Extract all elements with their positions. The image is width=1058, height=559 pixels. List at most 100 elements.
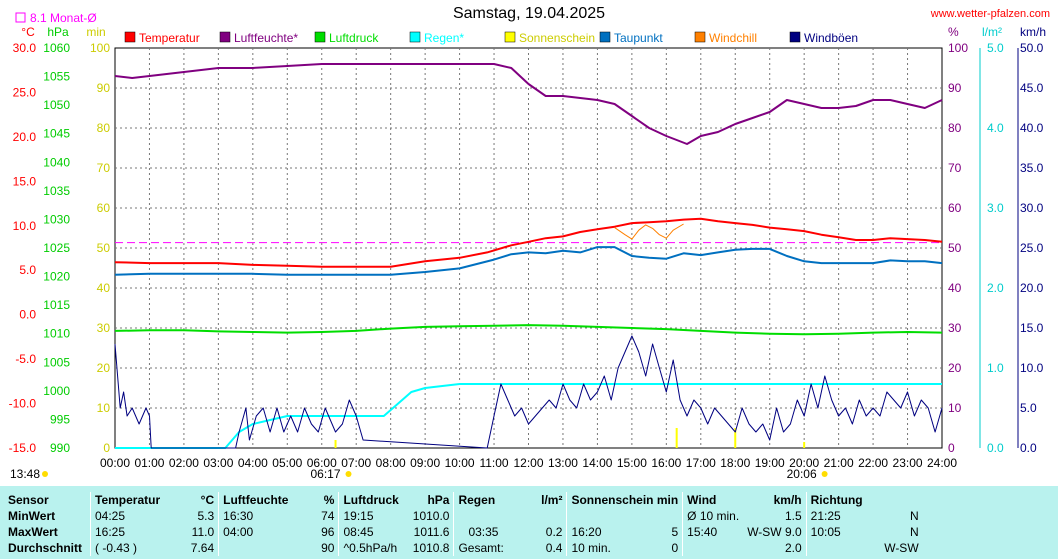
axis-tick-kmh: 40.0 (1020, 121, 1044, 135)
axis-tick-min: 0 (103, 441, 110, 455)
axis-tick-x: 17:00 (686, 456, 716, 470)
rain-value (512, 508, 567, 524)
rain-time: Gesamt: (453, 540, 513, 556)
axis-tick-x: 16:00 (651, 456, 681, 470)
row-label: MaxWert (8, 525, 58, 539)
wind-time: Ø 10 min. (682, 508, 744, 524)
axis-tick-temp: -15.0 (9, 441, 37, 455)
hdr-rain: Regen (453, 492, 513, 508)
axis-tick-x: 13:00 (548, 456, 578, 470)
sunshine-bar (334, 440, 337, 448)
legend-swatch (504, 31, 516, 43)
axis-tick-pct: 70 (948, 161, 962, 175)
sunrise-icon (345, 471, 352, 477)
axis-tick-x: 19:00 (755, 456, 785, 470)
axis-tick-rain: 5.0 (987, 41, 1004, 55)
axis-tick-rain: 3.0 (987, 201, 1004, 215)
press-value: 1011.6 (413, 525, 450, 539)
month-avg-marker (15, 12, 26, 23)
axis-tick-x: 08:00 (376, 456, 406, 470)
legend-label: Regen* (424, 31, 464, 45)
hdr-dir: Richtung (805, 492, 867, 508)
rain-time: 03:35 (453, 524, 513, 540)
series-line-luftdruck (114, 324, 943, 336)
hum-value: 90 (321, 541, 335, 555)
axis-tick-pct: 80 (948, 121, 962, 135)
row-label: Durchschnitt (8, 541, 83, 555)
hum-value: 96 (321, 525, 335, 539)
legend-label: Luftdruck (329, 31, 379, 45)
legend-swatch (789, 31, 801, 43)
legend-label: Windchill (709, 31, 757, 45)
axis-tick-kmh: 5.0 (1020, 401, 1037, 415)
axis-tick-kmh: 50.0 (1020, 41, 1044, 55)
axis-tick-x: 14:00 (582, 456, 612, 470)
press-value: 1010.8 (412, 541, 450, 555)
site-link[interactable]: www.wetter-pfalzen.com (930, 8, 1050, 20)
rain-time (453, 508, 513, 524)
axis-tick-temp: 10.0 (13, 219, 37, 233)
axis-tick-kmh: 15.0 (1020, 321, 1044, 335)
wind-value: 1.5 (784, 509, 802, 523)
axis-tick-min: 20 (97, 361, 111, 375)
axis-tick-x: 06:00 (307, 456, 337, 470)
axis-tick-x: 24:00 (927, 456, 957, 470)
series-line-temperatur (114, 217, 943, 268)
update-time: 13:48 (10, 467, 40, 481)
axis-tick-min: 30 (97, 321, 111, 335)
dir-time (805, 540, 867, 556)
hum-time (218, 540, 293, 556)
axis-tick-temp: 25.0 (13, 85, 37, 99)
axis-tick-pct: 10 (948, 401, 962, 415)
month-avg-label: 8.1 Monat-Ø (30, 11, 97, 25)
axis-tick-min: 100 (90, 41, 110, 55)
dir-value: N (909, 509, 919, 523)
series-line-regen (115, 383, 942, 449)
axis-tick-min: 90 (97, 81, 111, 95)
axis-tick-x: 21:00 (824, 456, 854, 470)
axis-tick-kmh: 25.0 (1020, 241, 1044, 255)
axis-tick-pct: 90 (948, 81, 962, 95)
sun-value: 5 (671, 525, 679, 539)
summary-table: Sensor Temperatur °C Luftfeuchte % Luftd… (4, 492, 923, 556)
sunset-label: 20:06 (787, 467, 817, 481)
legend-swatch (219, 31, 231, 43)
axis-tick-pct: 20 (948, 361, 962, 375)
rain-value: 0.2 (545, 525, 563, 539)
axis-tick-pct: 100 (948, 41, 968, 55)
hdr-rain-unit: l/m² (541, 493, 563, 507)
axis-tick-x: 12:00 (513, 456, 543, 470)
hum-time: 04:00 (218, 524, 293, 540)
sun-time (566, 508, 655, 524)
temp-value: 11.0 (191, 525, 215, 539)
axis-unit-rain: l/m² (982, 25, 1002, 39)
axis-unit-kmh: km/h (1020, 25, 1046, 39)
axis-tick-hpa: 1040 (43, 155, 70, 169)
sunset-icon (821, 471, 828, 477)
axis-tick-x: 01:00 (134, 456, 164, 470)
summary-table-panel: Sensor Temperatur °C Luftfeuchte % Luftd… (0, 486, 1058, 559)
summary-row-max: MaxWert 16:25 11.0 04:00 96 08:45 1011.6… (4, 524, 923, 540)
sun-time: 16:20 (566, 524, 655, 540)
summary-row-avg: Durchschnitt ( -0.43 ) 7.64 90 ^0.5hPa/h… (4, 540, 923, 556)
axis-tick-x: 00:00 (100, 456, 130, 470)
legend-label: Sonnenschein (519, 31, 595, 45)
hdr-sensor: Sensor (8, 493, 49, 507)
hdr-press: Luftdruck (338, 492, 408, 508)
axis-tick-min: 70 (97, 161, 111, 175)
axis-tick-x: 11:00 (479, 456, 508, 470)
axis-tick-kmh: 0.0 (1020, 441, 1037, 455)
axis-tick-rain: 0.0 (987, 441, 1004, 455)
sun-value (655, 508, 683, 524)
axis-tick-min: 10 (97, 401, 111, 415)
axis-tick-x: 02:00 (169, 456, 199, 470)
axis-tick-rain: 2.0 (987, 281, 1004, 295)
axis-tick-x: 05:00 (272, 456, 302, 470)
axis-tick-hpa: 1020 (43, 270, 70, 284)
axis-unit-pct: % (948, 25, 959, 39)
axis-tick-kmh: 30.0 (1020, 201, 1044, 215)
summary-header-row: Sensor Temperatur °C Luftfeuchte % Luftd… (4, 492, 923, 508)
rain-value: 0.4 (545, 541, 563, 555)
axis-tick-x: 15:00 (617, 456, 647, 470)
axis-tick-temp: 15.0 (13, 174, 37, 188)
